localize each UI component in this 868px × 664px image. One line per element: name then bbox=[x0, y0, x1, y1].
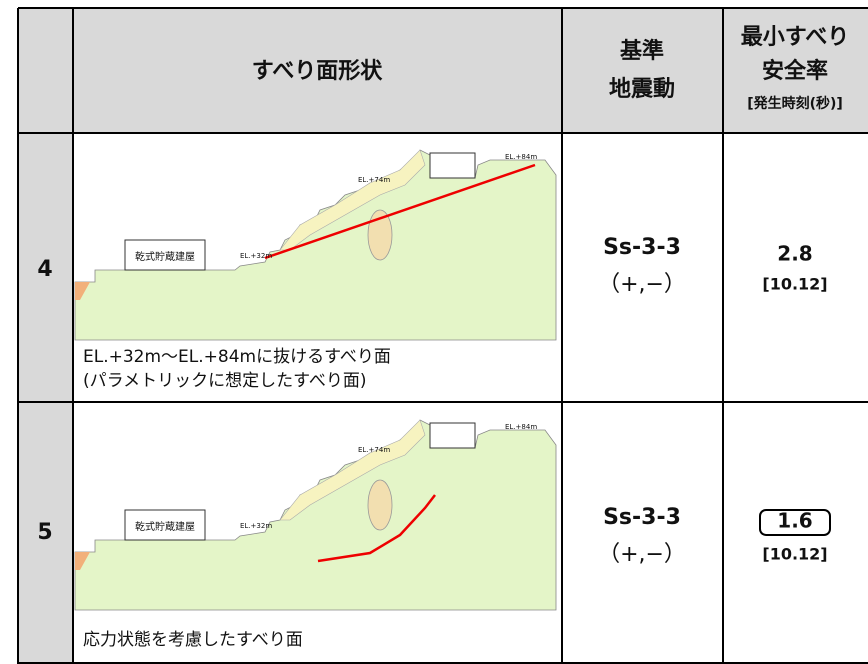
caption: (パラメトリックに想定したすべり面) bbox=[83, 371, 367, 391]
diagram-label: 乾式貯蔵建屋 bbox=[135, 250, 195, 263]
caption: EL.+32m～EL.+84mに抜けるすべり面 bbox=[83, 347, 391, 367]
header: 最小すべり bbox=[741, 25, 849, 50]
diagram-label: EL.+84m bbox=[505, 153, 537, 161]
header: すべり面形状 bbox=[252, 59, 383, 84]
row-number: 4 bbox=[37, 257, 52, 282]
motion: （+,−） bbox=[598, 542, 686, 567]
safety: 1.6 bbox=[777, 509, 812, 533]
motion: Ss-3-3 bbox=[603, 505, 681, 530]
motion: Ss-3-3 bbox=[603, 235, 681, 260]
header: 安全率 bbox=[762, 58, 828, 84]
header: 地震動 bbox=[609, 77, 675, 102]
row-number: 5 bbox=[37, 520, 52, 545]
header: 基準 bbox=[620, 38, 664, 64]
header: [発生時刻(秒)] bbox=[747, 95, 843, 112]
diagram-label: EL.+32m bbox=[240, 522, 272, 530]
time: [10.12] bbox=[762, 545, 827, 564]
caption: 応力状態を考慮したすべり面 bbox=[83, 630, 303, 650]
diagram-label: EL.+32m bbox=[240, 252, 272, 260]
diagram-label: EL.+74m bbox=[358, 176, 390, 184]
diagram-label: EL.+84m bbox=[505, 423, 537, 431]
diagram-label: 乾式貯蔵建屋 bbox=[135, 520, 195, 533]
time: [10.12] bbox=[762, 275, 827, 294]
safety: 2.8 bbox=[777, 242, 812, 266]
diagram-label: EL.+74m bbox=[358, 446, 390, 454]
motion: （+,−） bbox=[598, 272, 686, 297]
